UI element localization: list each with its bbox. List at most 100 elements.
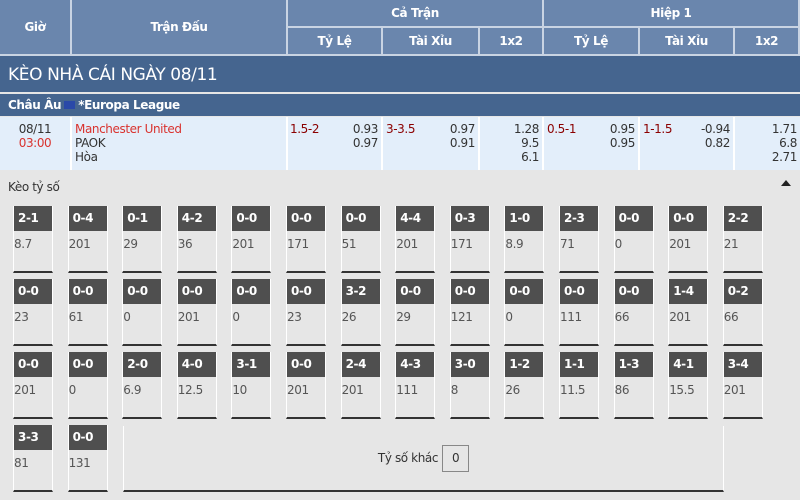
score-label: 2-3 (560, 206, 598, 231)
score-cell[interactable]: 0-0 201 (668, 206, 709, 273)
score-cell[interactable]: 4-3 111 (395, 352, 436, 419)
score-label: 3-3 (14, 425, 52, 450)
score-odds: 201 (177, 310, 200, 324)
full-overunder-cell[interactable]: 3-3.5 0.97 0.91 (383, 117, 480, 170)
full-ou-over[interactable]: 0.97 (449, 122, 476, 136)
score-cell[interactable]: 0-4 201 (67, 206, 108, 273)
full-x[interactable]: 6.1 (521, 150, 539, 164)
score-cell[interactable]: 0-2 66 (722, 279, 763, 346)
score-label: 3-4 (723, 352, 762, 377)
score-cell[interactable]: 1-1 11.5 (559, 352, 599, 419)
score-cell[interactable]: 3-4 201 (722, 352, 763, 419)
score-label: 3-1 (232, 352, 271, 377)
half-overunder-cell[interactable]: 1-1.5 -0.94 0.82 (640, 117, 735, 170)
league-bar[interactable]: Châu Âu *Europa League (0, 94, 800, 116)
match-time: 03:00 (18, 136, 52, 150)
half-ou-under[interactable]: 0.82 (704, 136, 731, 150)
score-cell[interactable]: 0-0 201 (176, 279, 217, 346)
score-cell[interactable]: 1-4 201 (668, 279, 709, 346)
full-2[interactable]: 9.5 (521, 136, 539, 150)
full-hdp-away[interactable]: 0.97 (352, 136, 379, 150)
score-cell[interactable]: 0-0 0 (613, 206, 654, 273)
score-cell[interactable]: 4-1 15.5 (668, 352, 709, 419)
score-label: 0-0 (505, 279, 544, 304)
score-cell[interactable]: 2-0 6.9 (122, 352, 163, 419)
score-cell[interactable]: 0-0 0 (504, 279, 545, 346)
score-cell[interactable]: 0-0 61 (67, 279, 108, 346)
full-ou-under[interactable]: 0.91 (449, 136, 476, 150)
score-odds: 36 (177, 237, 193, 251)
half-hdp-home[interactable]: 0.95 (609, 122, 636, 136)
score-cell[interactable]: 4-0 12.5 (176, 352, 217, 419)
score-cell[interactable]: 0-1 29 (122, 206, 163, 273)
score-label: 1-1 (560, 352, 598, 377)
score-cell[interactable]: 1-2 26 (504, 352, 545, 419)
score-odds: 201 (669, 237, 691, 251)
other-score-value[interactable]: 0 (442, 444, 470, 472)
full-hdp-line: 1.5-2 (290, 122, 320, 136)
score-cell[interactable]: 0-0 201 (231, 206, 272, 273)
score-cell[interactable]: 2-4 201 (340, 352, 381, 419)
score-odds: 15.5 (669, 383, 695, 397)
score-cell[interactable]: 0-0 0 (67, 352, 108, 419)
score-cell[interactable]: 1-0 8.9 (504, 206, 545, 273)
score-cell[interactable]: 0-0 23 (286, 279, 326, 346)
half-2[interactable]: 6.8 (779, 136, 797, 150)
half-ou-over[interactable]: -0.94 (700, 122, 730, 136)
full-hdp-home[interactable]: 0.93 (352, 122, 379, 136)
header-full-handicap: Tỷ Lệ (288, 28, 383, 56)
score-cell[interactable]: 3-3 81 (13, 425, 53, 492)
collapse-arrow-icon[interactable] (781, 180, 791, 186)
score-cell[interactable]: 2-3 71 (559, 206, 599, 273)
score-label: 1-3 (614, 352, 653, 377)
score-cell[interactable]: 0-0 131 (67, 425, 108, 492)
score-label: 0-0 (287, 206, 325, 231)
score-cell[interactable]: 1-3 86 (613, 352, 654, 419)
score-cell[interactable]: 0-0 0 (122, 279, 163, 346)
half-hdp-away[interactable]: 0.95 (609, 136, 636, 150)
score-cell[interactable]: 0-0 66 (613, 279, 654, 346)
header-full-match: Cả Trận (288, 0, 544, 28)
header-time: Giờ (0, 0, 72, 56)
score-cell[interactable]: 0-0 171 (286, 206, 326, 273)
full-1[interactable]: 1.28 (513, 122, 540, 136)
score-odds: 0 (505, 310, 513, 324)
score-cell[interactable]: 3-2 26 (340, 279, 381, 346)
score-odds: 86 (614, 383, 630, 397)
score-cell[interactable]: 0-0 121 (449, 279, 490, 346)
score-cell[interactable]: 0-0 51 (340, 206, 381, 273)
match-row[interactable]: 08/11 03:00 Manchester United PAOK Hòa 1… (0, 117, 800, 170)
score-odds: 111 (396, 383, 418, 397)
score-label: 0-4 (68, 206, 107, 231)
score-cell[interactable]: 4-4 201 (395, 206, 436, 273)
match-date: 08/11 (18, 122, 52, 136)
score-cell[interactable]: 0-0 201 (286, 352, 326, 419)
away-team[interactable]: PAOK (75, 136, 106, 150)
half-handicap-cell[interactable]: 0.5-1 0.95 0.95 (544, 117, 640, 170)
score-label: 0-0 (396, 279, 435, 304)
score-label: 4-0 (177, 352, 216, 377)
score-label: 0-0 (14, 279, 52, 304)
half-1[interactable]: 1.71 (771, 122, 798, 136)
score-cell[interactable]: 0-0 23 (13, 279, 53, 346)
score-odds: 0 (232, 310, 240, 324)
half-1x2-cell[interactable]: 1.71 6.8 2.71 (735, 117, 800, 170)
score-cell[interactable]: 0-0 29 (395, 279, 436, 346)
home-team[interactable]: Manchester United (75, 122, 182, 136)
score-label: 0-0 (123, 279, 162, 304)
score-cell[interactable]: 2-1 8.7 (13, 206, 53, 273)
score-cell[interactable]: 0-0 111 (559, 279, 599, 346)
score-cell[interactable]: 0-0 201 (13, 352, 53, 419)
score-cell[interactable]: 3-0 8 (449, 352, 490, 419)
score-cell[interactable]: 0-3 171 (449, 206, 490, 273)
score-cell[interactable]: 3-1 10 (231, 352, 272, 419)
full-1x2-cell[interactable]: 1.28 9.5 6.1 (480, 117, 544, 170)
score-cell[interactable]: 2-2 21 (722, 206, 763, 273)
score-odds: 171 (287, 237, 309, 251)
full-handicap-cell[interactable]: 1.5-2 0.93 0.97 (288, 117, 383, 170)
score-cell[interactable]: 4-2 36 (176, 206, 217, 273)
half-x[interactable]: 2.71 (771, 150, 798, 164)
score-odds: 8.9 (505, 237, 524, 251)
score-label: 0-0 (68, 352, 107, 377)
score-cell[interactable]: 0-0 0 (231, 279, 272, 346)
